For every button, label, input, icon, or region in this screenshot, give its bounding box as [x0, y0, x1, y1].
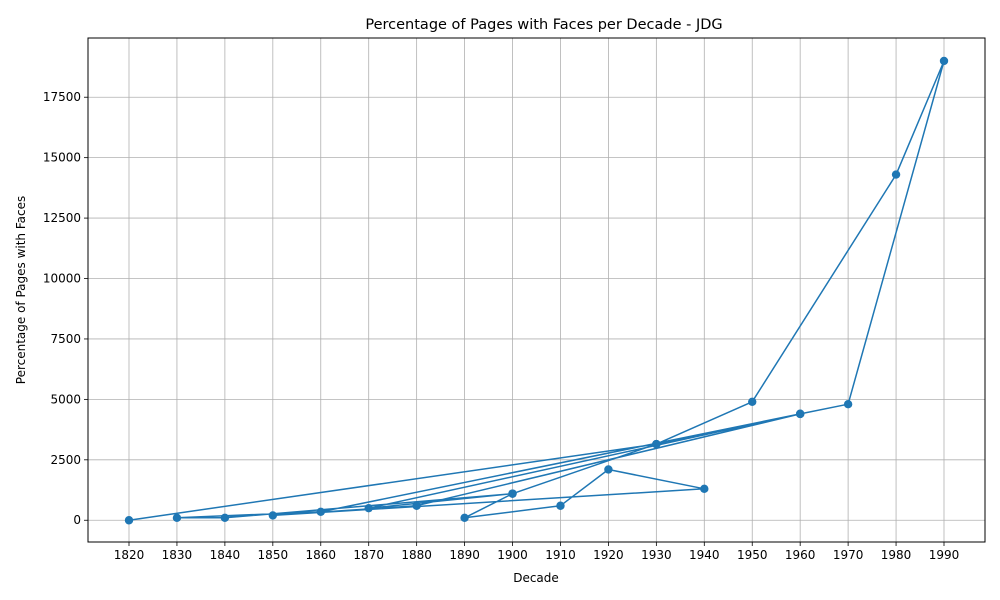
x-tick-label: 1820: [114, 548, 145, 562]
data-point: [268, 511, 278, 520]
data-point: [843, 400, 853, 409]
x-axis-label: Decade: [513, 571, 559, 585]
x-tick-label: 1890: [449, 548, 480, 562]
data-point: [316, 507, 325, 516]
y-tick-label: 0: [73, 513, 81, 527]
x-tick-label: 1940: [689, 548, 720, 562]
x-tick-label: 1870: [353, 548, 384, 562]
y-tick-label: 15000: [43, 151, 81, 165]
x-tick-label: 1970: [833, 548, 864, 562]
data-point: [652, 439, 661, 449]
y-tick-label: 7500: [50, 332, 81, 346]
data-point: [412, 501, 421, 510]
data-point: [604, 465, 613, 474]
x-tick-label: 1920: [593, 548, 624, 562]
data-point: [508, 489, 517, 498]
plot-frame: [87, 37, 986, 543]
data-series: [124, 56, 949, 525]
data-point: [700, 484, 709, 494]
x-tick-label: 1840: [210, 548, 241, 562]
data-point: [460, 513, 469, 523]
grid-lines: [88, 38, 985, 542]
x-axis-ticks: 1820 1830 1840 1850 1860 1870 1880 1890 1900 1910…: [114, 542, 960, 562]
y-tick-label: 10000: [43, 272, 81, 286]
data-point: [748, 397, 757, 406]
x-tick-label: 1950: [737, 548, 768, 562]
x-tick-label: 1900: [497, 548, 528, 562]
data-point: [364, 503, 373, 513]
data-point: [891, 170, 901, 179]
data-point: [172, 513, 182, 523]
x-tick-label: 1990: [929, 548, 960, 562]
data-point: [124, 516, 134, 525]
x-tick-label: 1910: [545, 548, 576, 562]
data-point: [556, 501, 565, 510]
series-line: [128, 60, 945, 521]
y-axis-ticks: 0 2500 5000 7500 10000 12500 15000 17500: [43, 90, 88, 527]
data-point: [939, 56, 949, 66]
x-tick-label: 1960: [785, 548, 816, 562]
x-tick-label: 1860: [305, 548, 336, 562]
x-tick-label: 1830: [162, 548, 193, 562]
y-axis-label: Percentage of Pages with Faces: [14, 196, 28, 384]
y-tick-label: 5000: [50, 392, 81, 406]
x-tick-label: 1880: [401, 548, 432, 562]
x-tick-label: 1980: [881, 548, 912, 562]
x-tick-label: 1930: [641, 548, 672, 562]
y-tick-label: 12500: [43, 211, 81, 225]
chart-title: Percentage of Pages with Faces per Decad…: [365, 17, 722, 33]
x-tick-label: 1850: [258, 548, 289, 562]
data-point: [220, 513, 230, 523]
y-tick-label: 17500: [43, 90, 81, 104]
data-point: [795, 409, 805, 419]
y-tick-label: 2500: [50, 453, 81, 467]
